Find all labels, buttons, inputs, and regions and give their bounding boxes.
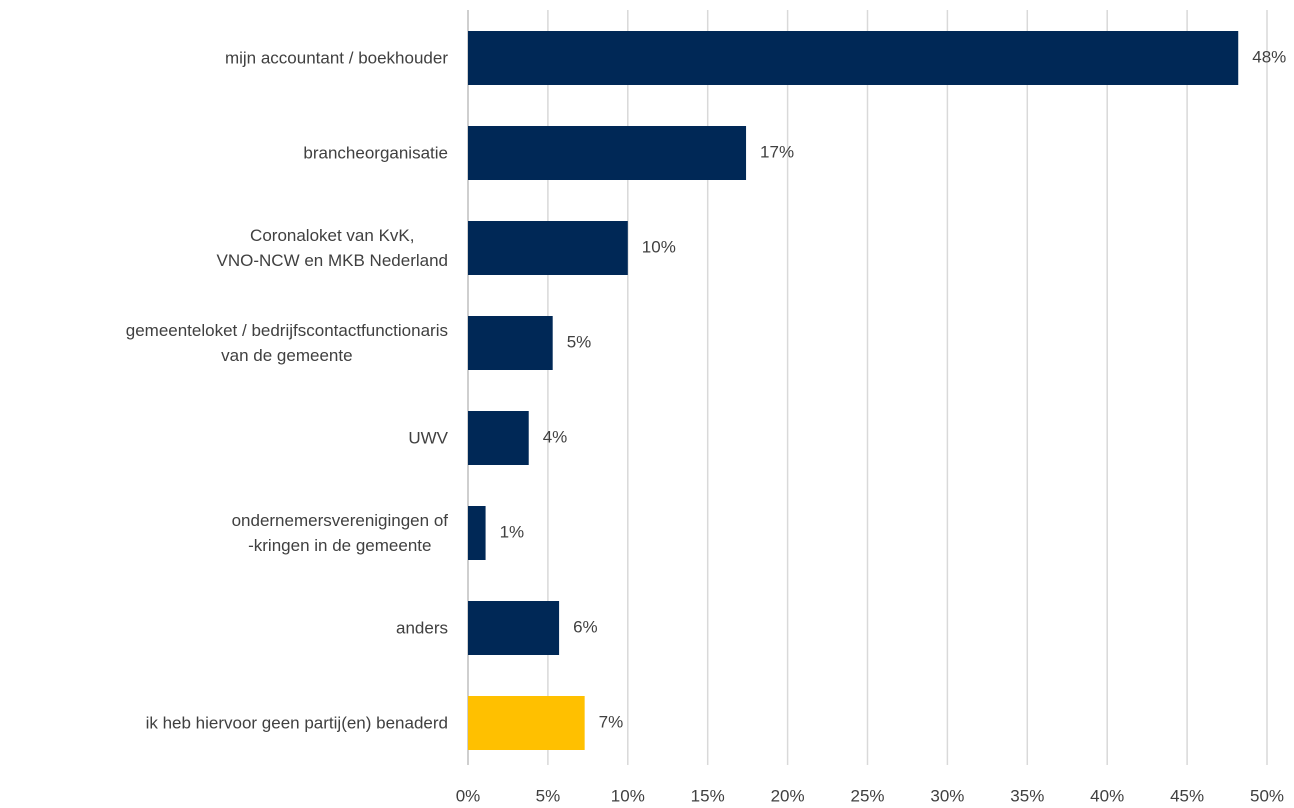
bar [468,696,585,750]
x-tick-label: 45% [1170,786,1204,805]
category-label: anders [396,618,448,638]
x-tick-label: 15% [691,786,725,805]
x-tick-label: 10% [611,786,645,805]
bar [468,411,529,465]
value-label: 7% [599,712,624,731]
x-tick-label: 30% [930,786,964,805]
x-tick-label: 5% [536,786,561,805]
value-label: 1% [500,522,525,541]
bar [468,506,486,560]
x-tick-label: 20% [771,786,805,805]
x-tick-label: 40% [1090,786,1124,805]
x-tick-label: 35% [1010,786,1044,805]
bar [468,601,560,655]
bar [468,31,1239,85]
value-label: 48% [1252,47,1286,66]
bar [468,126,747,180]
x-tick-label: 25% [850,786,884,805]
value-label: 5% [567,332,592,351]
x-tick-label: 50% [1250,786,1284,805]
bar [468,221,628,275]
value-label: 17% [760,142,794,161]
bar [468,316,553,370]
category-label: ik heb hiervoor geen partij(en) benaderd [145,713,448,733]
value-label: 10% [642,237,676,256]
category-label: brancheorganisatie [303,143,448,163]
category-label: Coronaloket van KvK, VNO-NCW en MKB Nede… [216,226,448,270]
category-label: mijn accountant / boekhouder [224,48,448,68]
x-tick-label: 0% [456,786,481,805]
value-label: 6% [573,617,598,636]
category-label: ondernemersverenigingen of -kringen in d… [231,511,448,555]
category-label: gemeenteloket / bedrijfscontactfunctiona… [125,321,448,365]
value-label: 4% [543,427,568,446]
category-label: UWV [408,428,448,448]
